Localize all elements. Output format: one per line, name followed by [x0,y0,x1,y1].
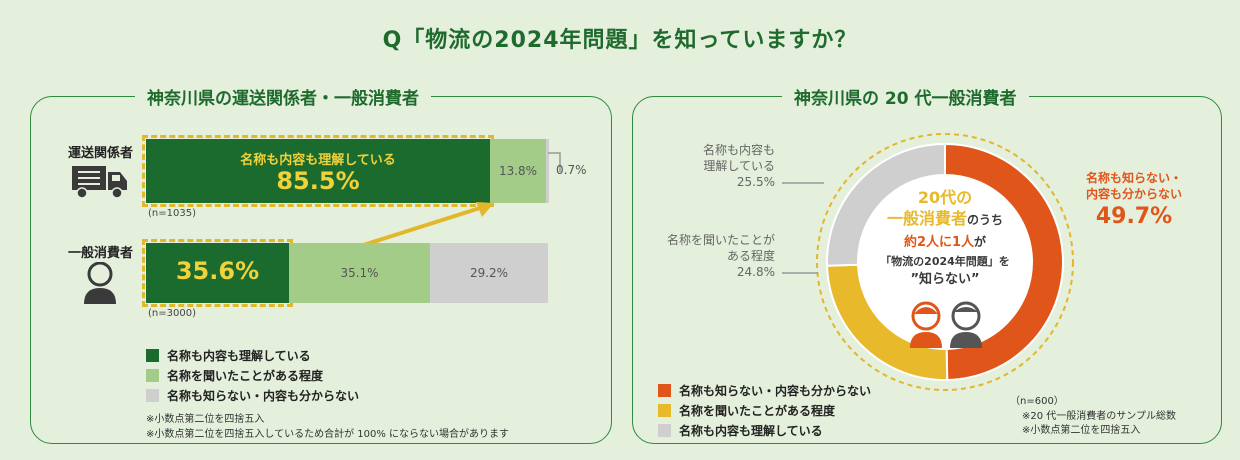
page-title: Q「物流の2024年問題」を知っていますか？ [382,28,858,53]
center-line-4: 「物流の2024年問題」を [880,255,1010,268]
center-line-3: 約2人に1人が [860,231,1030,253]
legend-item-understand: 名称も内容も理解している [658,420,871,440]
n-consumer: (n=3000) [148,308,196,319]
donut-center-text: 20代の 一般消費者のうち 約2人に1人が 「物流の2024年問題」を ”知らな… [860,188,1030,289]
legend-swatch [658,383,671,397]
right-note-1: （n=600） [1010,396,1064,407]
row-label-consumer: 一般消費者 [68,246,134,261]
bar-consumer-understand-value: 35.6% [175,257,260,285]
leader-line-0-7 [548,152,561,172]
n-transport: (n=1035) [148,208,196,219]
truck-icon [72,162,128,204]
label-understand-line2: 理解している [703,159,775,173]
bar-transport-unknown-value: 0.7% [556,163,587,177]
label-unknown-line2: 内容も分からない [1085,187,1182,201]
bar-consumer-understand [146,243,289,303]
bar-transport-understand-value: 85.5% [276,167,360,195]
bar-row-consumer: 35.6% 35.1% 29.2% [142,239,549,307]
legend-swatch [658,423,671,437]
legend-item-unknown: 名称も知らない・内容も分からない [658,380,871,400]
bar-transport-caption: 名称も内容も理解している [240,153,396,168]
note-2: ※小数点第二位を四捨五入しているため合計が 100% にならない場合があります [146,429,510,440]
legend-item-heard: 名称を聞いたことがある程度 [658,400,871,420]
bar-transport-heard: 13.8% [490,139,546,203]
legend-label: 名称も知らない・内容も分からない [679,383,872,398]
legend-item-unknown: 名称も知らない・内容も分からない [146,385,359,405]
leader-heard [782,272,818,274]
right-note-2: ※20 代一般消費者のサンプル総数 [1022,411,1176,422]
legend-swatch [146,348,159,362]
right-panel-title: 神奈川県の 20 代一般消費者 [782,84,1029,109]
right-note-3: ※小数点第二位を四捨五入 [1022,425,1141,436]
legend-label: 名称も知らない・内容も分からない [167,388,360,403]
center-line-2-highlight: 一般消費者 [886,209,967,228]
label-unknown-value: 49.7% [1095,204,1173,229]
label-unknown-line1: 名称も知らない・ [1085,171,1182,185]
note-1: ※小数点第二位を四捨五入 [146,414,265,425]
center-line-3-highlight: 約2人に1人 [903,235,975,250]
left-legend: 名称も内容も理解している 名称を聞いたことがある程度 名称も知らない・内容も分か… [146,345,359,405]
row-label-transport: 運送関係者 [68,146,134,161]
center-line-3-suffix: が [974,235,987,249]
bar-consumer-unknown: 29.2% [430,243,548,303]
label-heard: 名称を聞いたことが ある程度 24.8% [645,232,775,280]
bar-transport-unknown [546,139,549,203]
legend-swatch [146,368,159,382]
legend-swatch [658,403,671,417]
label-heard-line1: 名称を聞いたことが [666,233,775,247]
legend-swatch [146,388,159,402]
center-line-1: 20代の [917,188,973,207]
label-heard-line2: ある程度 [726,249,775,263]
label-understand-value: 25.5% [736,175,775,189]
right-legend: 名称も知らない・内容も分からない 名称を聞いたことがある程度 名称も内容も理解し… [658,380,871,440]
label-unknown: 名称も知らない・ 内容も分からない 49.7% [1074,170,1194,232]
center-line-2-suffix: のうち [967,213,1004,227]
legend-item-understand: 名称も内容も理解している [146,345,359,365]
legend-label: 名称を聞いたことがある程度 [167,368,324,383]
legend-label: 名称を聞いたことがある程度 [679,403,836,418]
leader-understand [782,182,824,184]
bar-transport-understand [146,139,490,203]
center-line-5: ”知らない” [910,272,980,287]
donut-chart [816,133,1074,391]
donut-center [858,175,1032,349]
label-understand: 名称も内容も 理解している 25.5% [660,142,775,190]
legend-label: 名称も内容も理解している [679,423,823,438]
legend-label: 名称も内容も理解している [167,348,311,363]
legend-item-heard: 名称を聞いたことがある程度 [146,365,359,385]
center-line-2: 一般消費者のうち [860,208,1030,231]
person-icon [82,261,118,308]
people-icon [906,300,986,352]
bar-row-transport: 名称も内容も理解している 85.5% 13.8% [142,135,549,207]
donut-highlight-ring [816,133,1074,391]
label-heard-value: 24.8% [736,265,775,279]
bar-consumer-heard: 35.1% [289,243,430,303]
left-panel-title: 神奈川県の運送関係者・一般消費者 [135,84,431,109]
label-understand-line1: 名称も内容も [702,143,775,157]
